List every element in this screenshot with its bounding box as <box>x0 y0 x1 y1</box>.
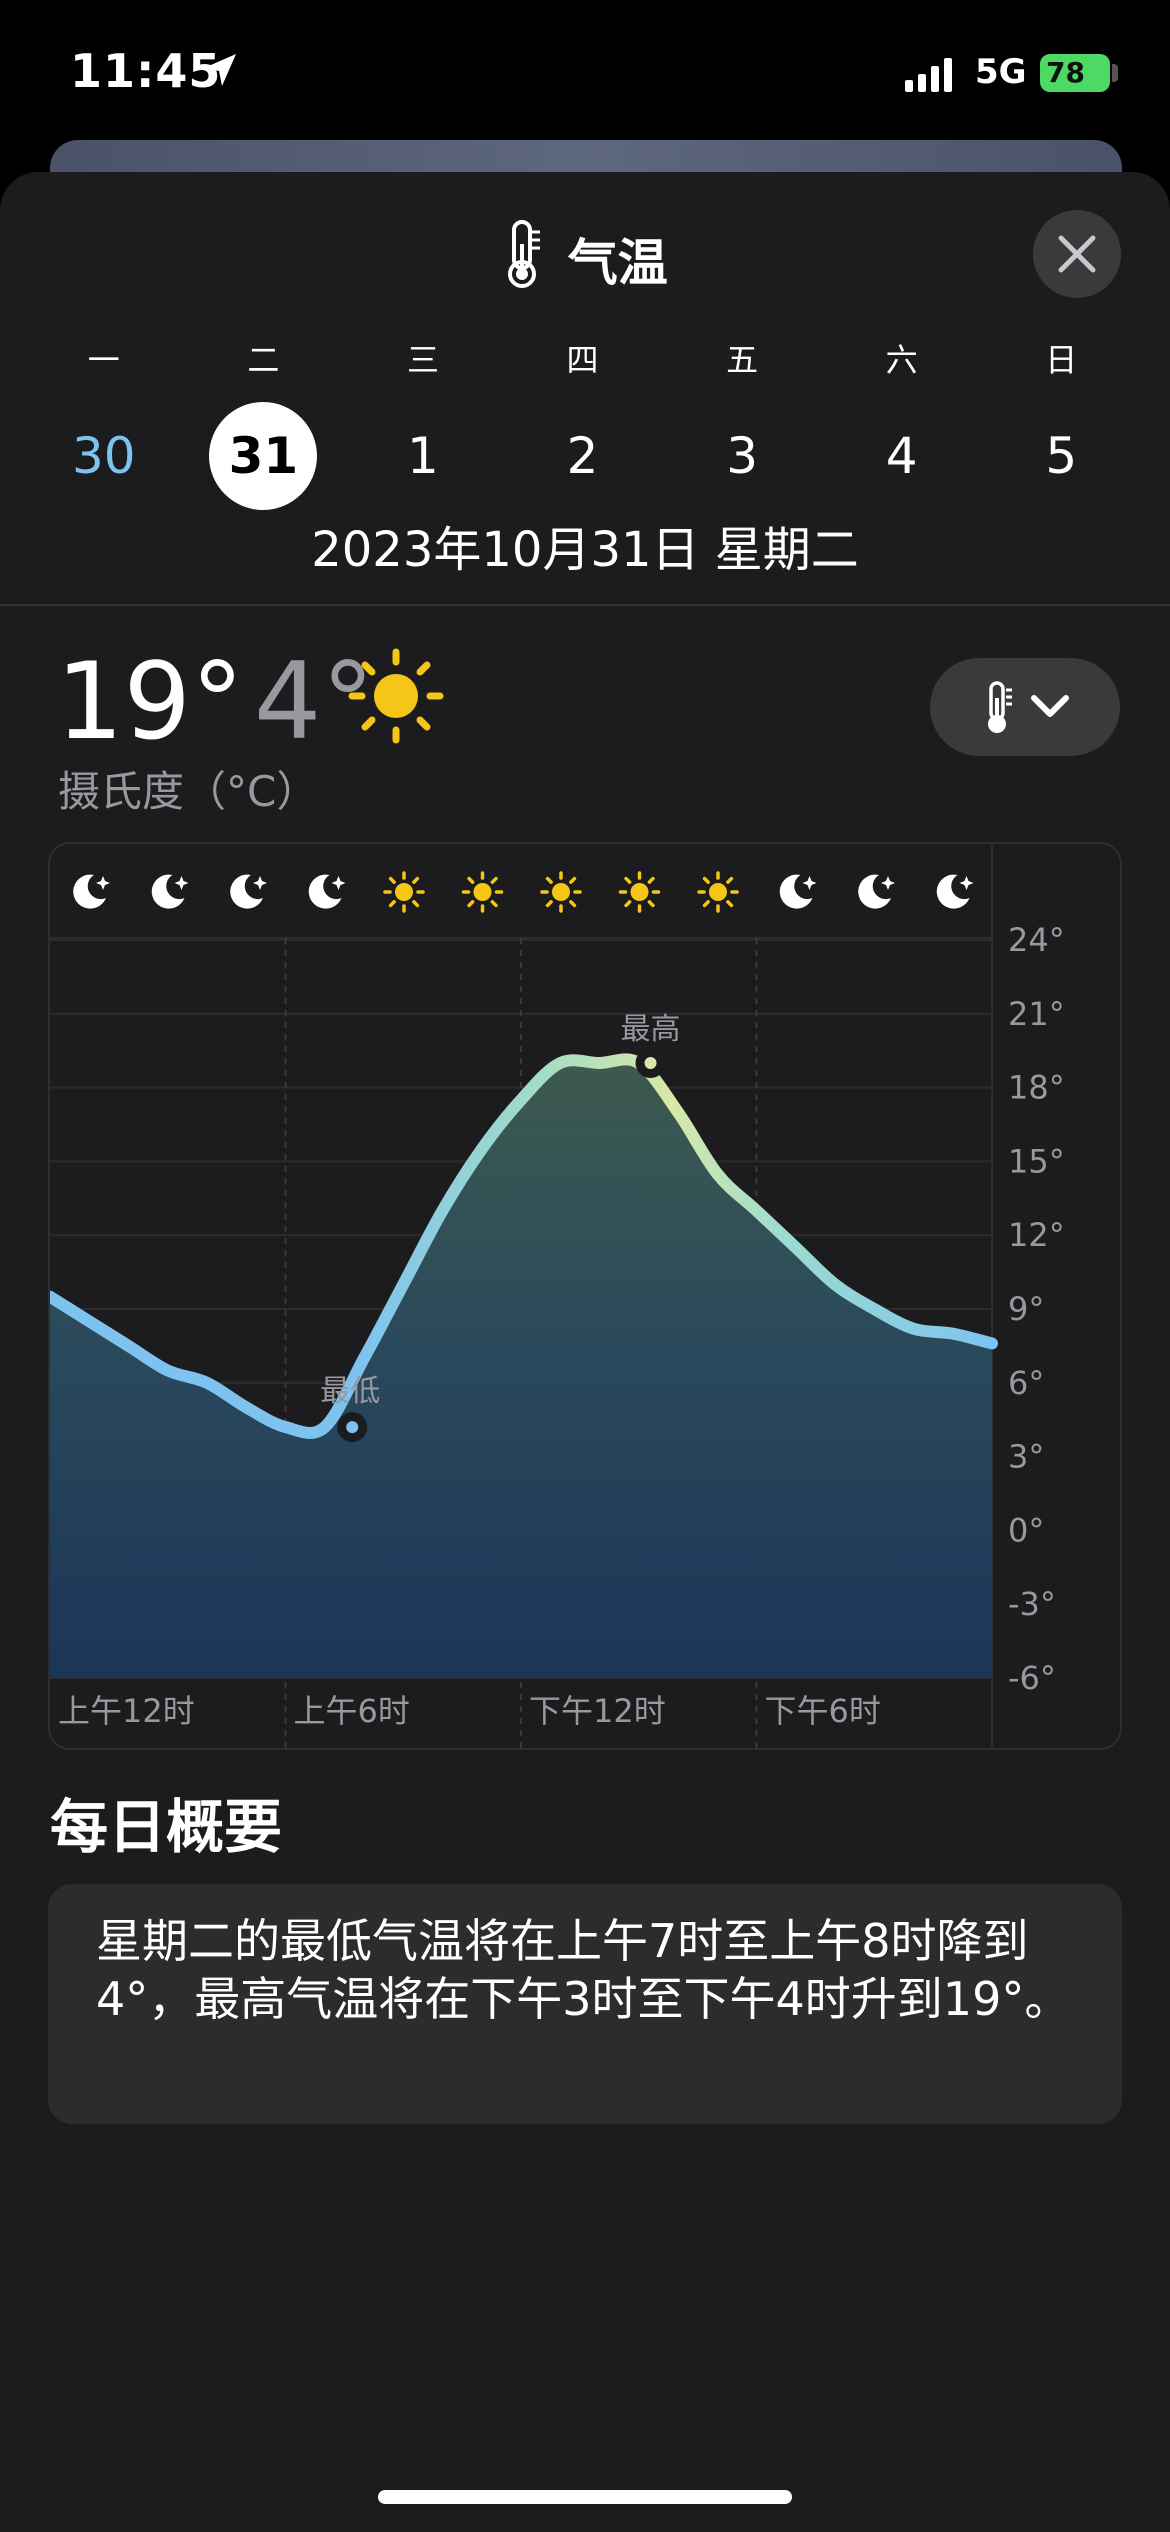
date-number[interactable]: 3 <box>726 427 758 485</box>
y-tick-label: 21° <box>1008 995 1065 1033</box>
day-thu[interactable]: 四 2 <box>503 340 663 520</box>
sun-icon <box>697 871 739 913</box>
week-strip: 一 30 二 31 三 1 四 2 五 3 六 4 日 5 <box>24 340 1141 520</box>
sheet-title: 气温 <box>0 218 1170 295</box>
cellular-signal-icon <box>905 58 952 92</box>
temp-summary: 19°4° <box>56 640 444 763</box>
weekday-label: 一 <box>87 341 120 379</box>
chart-svg: 最低 最高 24° 21° 18° 15° 12° 9° 6° 3° 0° -3° -6° 上午12时… <box>50 844 1065 1748</box>
day-tue[interactable]: 二 31 <box>184 340 344 520</box>
sun-icon <box>383 871 425 913</box>
day-sat[interactable]: 六 4 <box>822 340 982 520</box>
date-number[interactable]: 30 <box>71 427 136 485</box>
temperature-area <box>50 1059 992 1678</box>
y-tick-label: 0° <box>1008 1511 1044 1549</box>
day-sun[interactable]: 日 5 <box>981 340 1141 520</box>
close-button[interactable] <box>1033 210 1121 298</box>
x-tick-label: 上午12时 <box>58 1692 195 1730</box>
y-tick-label: 3° <box>1008 1438 1044 1476</box>
sun-icon <box>348 648 444 744</box>
date-number[interactable]: 1 <box>407 427 439 485</box>
y-tick-label: 6° <box>1008 1364 1044 1402</box>
chart-marks: 最低 最高 <box>320 1012 681 1443</box>
home-indicator[interactable] <box>378 2490 792 2504</box>
moon-icon <box>858 874 895 909</box>
weekday-label: 二 <box>247 341 280 379</box>
temperature-chart: 最低 最高 24° 21° 18° 15° 12° 9° 6° 3° 0° -3° -6° 上午12时… <box>48 842 1122 1750</box>
moon-icon <box>936 874 974 909</box>
moon-icon <box>73 874 110 909</box>
close-icon <box>1058 235 1096 273</box>
y-tick-label: -3° <box>1008 1585 1056 1623</box>
weekday-label: 五 <box>726 341 759 379</box>
weekday-label: 三 <box>406 341 439 379</box>
thermometer-icon <box>988 681 1012 733</box>
thermometer-icon <box>508 220 541 288</box>
battery-tip <box>1112 64 1118 82</box>
y-tick-label: 18° <box>1008 1069 1065 1107</box>
low-temp: 4° <box>253 640 375 763</box>
min-label: 最低 <box>320 1374 380 1409</box>
date-number[interactable]: 4 <box>885 427 918 485</box>
temperature-line <box>50 1053 998 1439</box>
status-time: 11:45 <box>70 44 222 98</box>
moon-icon <box>151 874 189 909</box>
max-marker-dot <box>644 1057 657 1069</box>
day-mon[interactable]: 一 30 <box>24 340 184 520</box>
location-arrow-icon <box>204 54 236 86</box>
status-bar: 11:45 5G 78 <box>0 0 1170 150</box>
condition-icons-row <box>73 871 974 913</box>
chevron-down-icon <box>1031 695 1069 717</box>
max-label: 最高 <box>621 1012 681 1047</box>
summary-heading: 每日概要 <box>50 1793 283 1861</box>
sun-icon <box>618 871 661 913</box>
weekday-label: 四 <box>566 341 599 379</box>
min-marker-dot <box>346 1421 359 1434</box>
summary-text: 星期二的最低气温将在上午7时至上午8时降到4°，最高气温将在下午3时至下午4时升… <box>96 1914 1071 2026</box>
full-date: 2023年10月31日 星期二 <box>311 522 859 578</box>
y-tick-label: 12° <box>1008 1216 1065 1254</box>
date-number-selected[interactable]: 31 <box>209 402 318 510</box>
moon-icon <box>230 874 267 909</box>
summary-card: 星期二的最低气温将在上午7时至上午8时降到4°，最高气温将在下午3时至下午4时升… <box>48 1884 1122 2124</box>
battery-icon: 78 <box>1040 54 1110 92</box>
sun-icon <box>461 871 504 913</box>
divider <box>0 604 1170 606</box>
unit-label: 摄氏度（°C） <box>58 767 319 816</box>
metric-selector-button[interactable] <box>930 658 1120 756</box>
day-wed[interactable]: 三 1 <box>343 340 503 520</box>
x-tick-label: 上午6时 <box>294 1692 410 1730</box>
y-tick-label: -6° <box>1008 1659 1056 1697</box>
y-tick-label: 15° <box>1008 1142 1065 1180</box>
title-text: 气温 <box>567 234 668 292</box>
network-type: 5G <box>975 52 1027 92</box>
date-number[interactable]: 5 <box>1045 427 1078 485</box>
weekday-label: 日 <box>1045 341 1078 379</box>
moon-icon <box>779 874 817 909</box>
weekday-label: 六 <box>885 341 918 379</box>
x-axis-ticks: 上午12时 上午6时 下午12时 下午6时 <box>58 1692 881 1730</box>
sun-icon <box>540 871 582 913</box>
y-tick-label: 24° <box>1008 921 1065 959</box>
y-tick-label: 9° <box>1008 1290 1044 1328</box>
y-axis-ticks: 24° 21° 18° 15° 12° 9° 6° 3° 0° -3° -6° <box>1008 921 1065 1697</box>
x-tick-label: 下午6时 <box>765 1692 881 1730</box>
day-fri[interactable]: 五 3 <box>662 340 822 520</box>
moon-icon <box>308 874 346 909</box>
high-temp: 19° <box>56 640 244 763</box>
date-number[interactable]: 2 <box>566 427 599 485</box>
x-tick-label: 下午12时 <box>529 1692 666 1730</box>
